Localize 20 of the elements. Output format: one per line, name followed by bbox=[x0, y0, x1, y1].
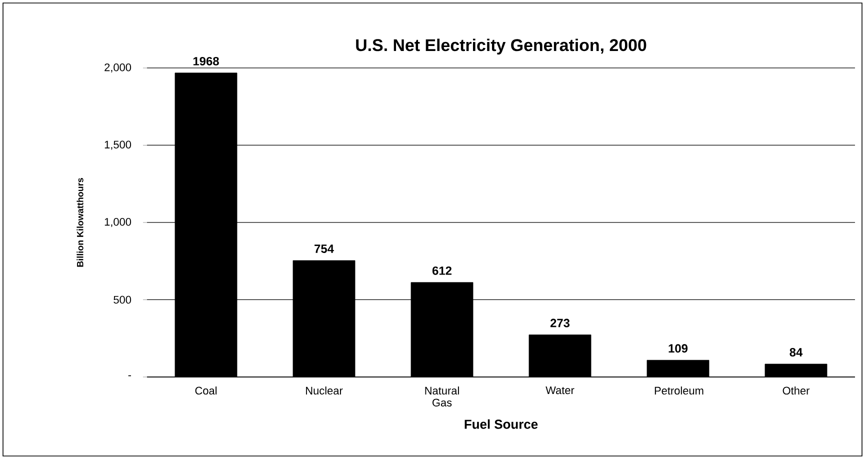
y-tick-label: 1,500 bbox=[104, 140, 132, 150]
x-tick-label: Natural Gas bbox=[425, 386, 459, 407]
data-label: 109 bbox=[668, 344, 688, 353]
data-label: 84 bbox=[790, 348, 803, 356]
data-label: 754 bbox=[314, 244, 334, 253]
data-label: 612 bbox=[432, 266, 452, 275]
x-tick-label: Nuclear bbox=[306, 386, 343, 395]
x-tick-label: Other bbox=[782, 386, 810, 395]
y-tick-label: 500 bbox=[114, 296, 132, 304]
data-label: 273 bbox=[550, 318, 570, 328]
y-tick-label: 1,000 bbox=[104, 218, 132, 228]
y-tick-label: - bbox=[128, 375, 131, 376]
y-axis-title: Billion Kilowatthours bbox=[76, 178, 84, 267]
x-axis-title: Fuel Source bbox=[464, 419, 538, 429]
x-tick-label: Water bbox=[546, 386, 574, 394]
chart-title: U.S. Net Electricity Generation, 2000 bbox=[356, 38, 646, 54]
y-tick-label: 2,000 bbox=[104, 63, 132, 73]
x-tick-label: Coal bbox=[195, 386, 217, 395]
x-tick-label: Petroleum bbox=[654, 386, 704, 395]
data-label: 1968 bbox=[193, 56, 219, 66]
